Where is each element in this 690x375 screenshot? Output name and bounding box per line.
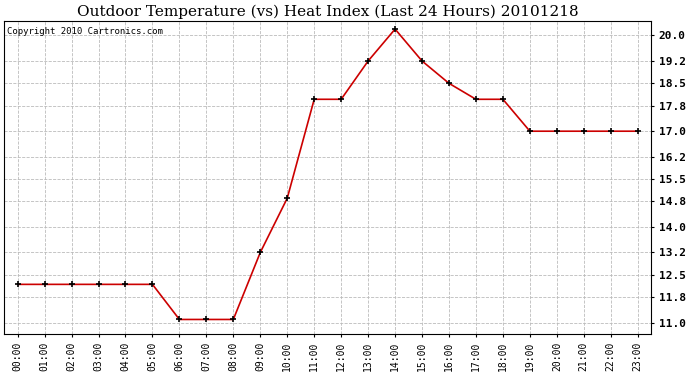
Text: Copyright 2010 Cartronics.com: Copyright 2010 Cartronics.com: [8, 27, 164, 36]
Title: Outdoor Temperature (vs) Heat Index (Last 24 Hours) 20101218: Outdoor Temperature (vs) Heat Index (Las…: [77, 4, 578, 18]
